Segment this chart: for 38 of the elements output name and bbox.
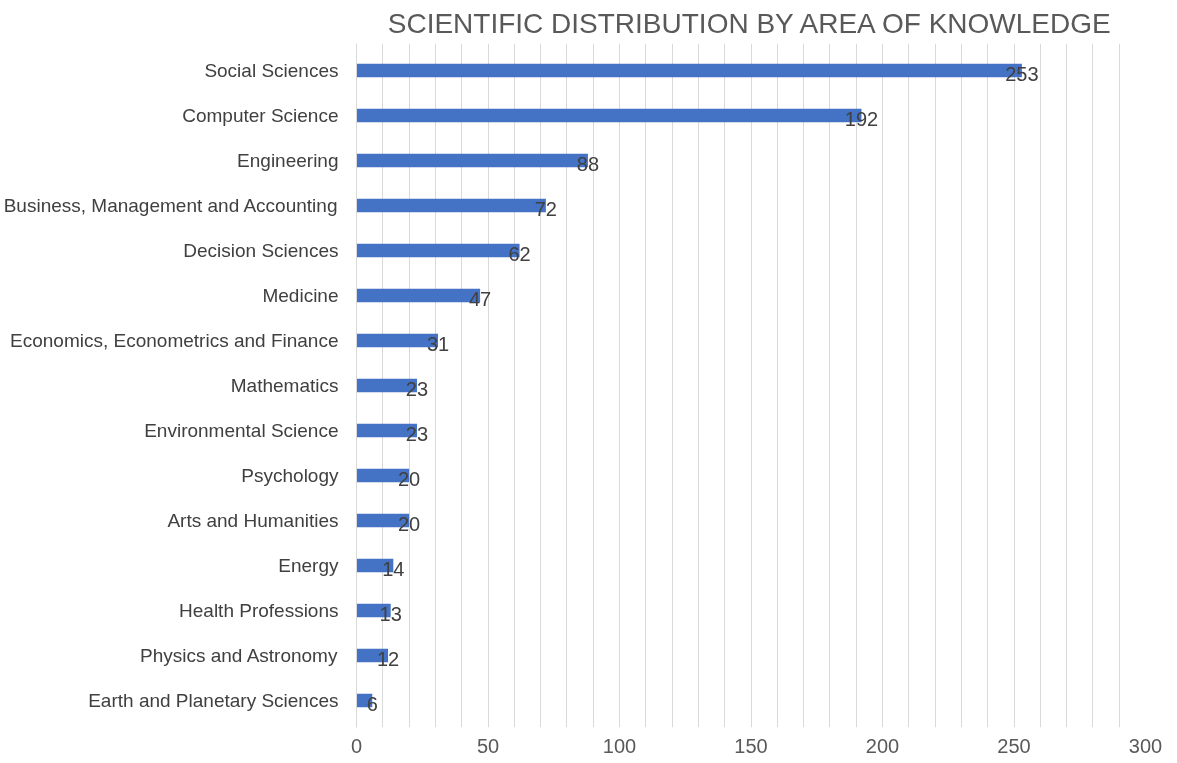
y-tick-label: Social Sciences (204, 60, 339, 81)
x-tick-label: 200 (865, 734, 900, 757)
y-tick-label: Business, Management and Accounting (3, 195, 338, 216)
data-label: 253 (1005, 62, 1039, 85)
x-tick-label: 50 (476, 734, 500, 757)
y-tick-label: Arts and Humanities (167, 510, 339, 531)
data-label: 72 (534, 197, 557, 220)
x-tick-label: 150 (734, 734, 768, 757)
data-label: 20 (397, 467, 421, 490)
chart-title: SCIENTIFIC DISTRIBUTION BY AREA OF KNOWLEDGE (387, 7, 1111, 39)
y-tick-label: Earth and Planetary Sciences (88, 690, 339, 711)
data-label: 20 (397, 512, 421, 535)
y-tick-label: Medicine (262, 285, 339, 306)
y-tick-label: Economics, Econometrics and Finance (10, 330, 339, 351)
data-label: 88 (576, 152, 600, 175)
x-tick-label: 300 (1128, 734, 1163, 757)
y-tick-label: Engineering (237, 150, 339, 171)
data-label: 31 (426, 332, 450, 355)
data-label: 23 (405, 422, 429, 445)
y-tick-label: Environmental Science (144, 420, 339, 441)
x-tick-label: 100 (602, 734, 637, 757)
data-label: 6 (366, 692, 378, 715)
data-label: 12 (376, 647, 400, 670)
y-tick-label: Psychology (241, 465, 339, 486)
y-tick-label: Decision Sciences (183, 240, 339, 261)
x-tick-label: 250 (997, 734, 1031, 757)
data-label: 14 (382, 557, 405, 580)
y-tick-label: Health Professions (179, 600, 339, 621)
data-label: 62 (508, 242, 531, 265)
y-tick-label: Mathematics (230, 375, 339, 396)
data-label: 47 (468, 287, 492, 310)
x-tick-label: 0 (350, 734, 363, 757)
data-label: 13 (379, 602, 402, 625)
y-tick-label: Physics and Astronomy (139, 645, 338, 666)
y-tick-label: Computer Science (182, 105, 339, 126)
data-label: 192 (844, 107, 879, 130)
data-label: 23 (405, 377, 429, 400)
y-tick-label: Energy (278, 555, 339, 576)
